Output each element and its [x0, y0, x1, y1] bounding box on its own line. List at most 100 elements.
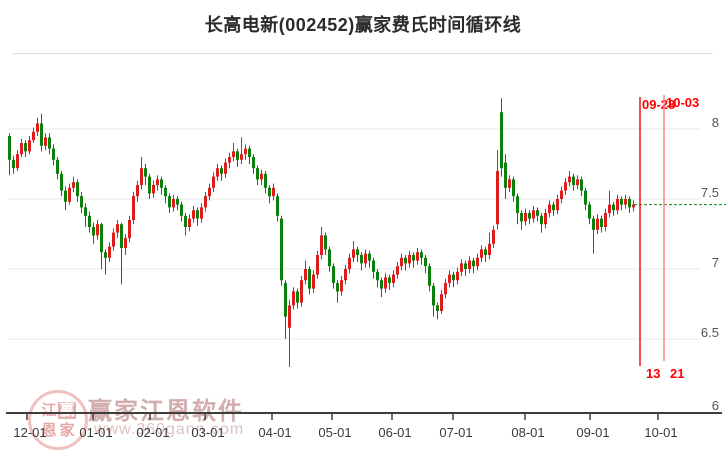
candle	[544, 213, 547, 225]
candle	[264, 173, 267, 188]
candle	[556, 199, 559, 211]
candle	[52, 148, 55, 160]
candle	[356, 249, 359, 255]
candle	[60, 173, 63, 191]
candle	[340, 280, 343, 292]
candle	[568, 176, 571, 183]
candle	[228, 157, 231, 163]
candle	[572, 176, 575, 185]
candle	[100, 224, 103, 253]
y-axis-label: 8	[712, 115, 719, 130]
candle	[144, 168, 147, 177]
candle	[244, 148, 247, 155]
watermark-logo-char: 家	[59, 422, 75, 439]
candle	[112, 232, 115, 247]
candle	[468, 260, 471, 269]
candle	[412, 255, 415, 261]
candle	[224, 162, 227, 174]
x-axis-label: 07-01	[439, 425, 472, 440]
candle	[64, 190, 67, 202]
candle	[508, 179, 511, 188]
candle	[452, 274, 455, 281]
candle	[236, 151, 239, 160]
candle	[176, 199, 179, 205]
candle	[32, 131, 35, 141]
candle	[532, 210, 535, 219]
candle	[536, 210, 539, 216]
watermark-brand-text: 赢家江恩软件	[88, 398, 244, 425]
candle	[292, 291, 295, 306]
candle	[324, 235, 327, 250]
x-axis-label: 01-01	[79, 425, 112, 440]
candle	[80, 196, 83, 208]
candle	[496, 171, 499, 225]
candle	[388, 277, 391, 283]
candle	[604, 213, 607, 227]
candle	[124, 238, 127, 248]
candle	[348, 257, 351, 269]
title-separator	[13, 53, 713, 54]
x-axis-label: 10-01	[644, 425, 677, 440]
candle	[56, 159, 59, 174]
candle	[328, 249, 331, 267]
y-axis-label: 6	[712, 398, 719, 413]
y-axis-label: 7	[712, 255, 719, 270]
candle	[548, 204, 551, 213]
candle	[36, 123, 39, 132]
y-axis-label: 6.5	[701, 325, 719, 340]
candle	[168, 196, 171, 208]
candle	[620, 199, 623, 205]
candle	[464, 263, 467, 269]
candle	[156, 179, 159, 185]
candle	[152, 185, 155, 194]
candle	[108, 246, 111, 258]
candle	[260, 173, 263, 180]
candle	[164, 187, 167, 197]
candle	[584, 190, 587, 205]
candle	[212, 176, 215, 188]
candle	[88, 215, 91, 227]
candle	[120, 224, 123, 248]
candle	[524, 213, 527, 222]
candle	[316, 255, 319, 275]
candle	[484, 249, 487, 255]
candle	[140, 168, 143, 185]
candle	[608, 204, 611, 213]
watermark-logo: 江 赢 恩 家	[28, 390, 88, 450]
candle	[252, 157, 255, 169]
candle	[448, 274, 451, 283]
x-axis-label: 09-01	[576, 425, 609, 440]
candle	[564, 182, 567, 191]
candle	[180, 204, 183, 216]
watermark-url: www.360gann.com	[94, 421, 245, 438]
candle	[632, 204, 635, 208]
candle	[8, 136, 11, 160]
y-axis-label: 7.5	[701, 185, 719, 200]
candle	[92, 227, 95, 236]
candle	[200, 207, 203, 219]
candle	[512, 179, 515, 197]
candle	[16, 154, 19, 169]
candle	[364, 253, 367, 264]
x-axis-label: 12-01	[13, 425, 46, 440]
candle	[248, 148, 251, 157]
candle	[528, 213, 531, 219]
candle	[624, 199, 627, 205]
candle	[404, 257, 407, 264]
candle	[596, 218, 599, 230]
candle	[476, 257, 479, 267]
candle	[424, 257, 427, 267]
candle	[380, 280, 383, 289]
candle	[160, 179, 163, 188]
x-axis-label: 02-01	[136, 425, 169, 440]
x-axis-label: 05-01	[318, 425, 351, 440]
candle	[188, 218, 191, 227]
candle	[344, 269, 347, 281]
candle	[48, 137, 51, 149]
x-axis-label: 08-01	[511, 425, 544, 440]
candle	[420, 252, 423, 258]
x-axis-label: 04-01	[258, 425, 291, 440]
candle	[588, 204, 591, 219]
